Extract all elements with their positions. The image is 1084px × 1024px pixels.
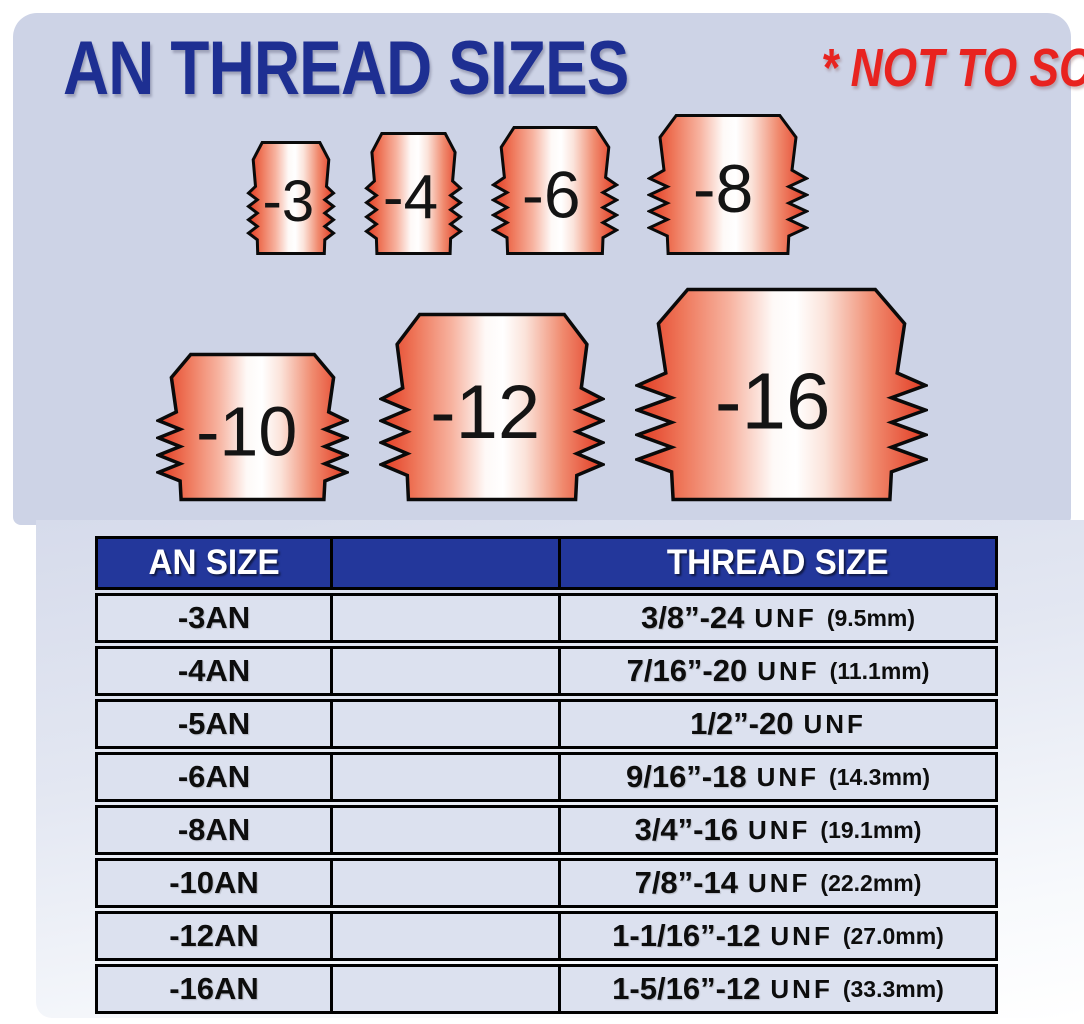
an-size-value: -4AN: [177, 653, 251, 688]
an-size-value: -5AN: [177, 706, 251, 741]
an-size-cell: -10AN: [98, 861, 330, 905]
spacer-cell: [330, 967, 558, 1011]
thread-size-value: 7/8”-14: [634, 865, 738, 900]
spacer-cell: [330, 914, 558, 958]
thread-standard-label: UNF: [803, 708, 866, 739]
fitting-body-shape: [156, 352, 349, 502]
table-row: -3AN 3/8”-24 UNF (9.5mm): [95, 593, 998, 643]
thread-standard-label: UNF: [747, 814, 811, 845]
thread-size-value: 1/2”-20: [690, 706, 794, 741]
fitting-body-shape: [245, 141, 336, 255]
fitting-size-label: -16: [715, 357, 831, 446]
page-title: AN THREAD SIZES: [63, 25, 629, 111]
fittings-row-large: -10 -12 -16: [0, 287, 1084, 502]
thread-metric-value: (9.5mm): [826, 604, 916, 631]
thread-size-cell: 1/2”-20 UNF: [558, 702, 995, 746]
an-size-cell: -16AN: [98, 967, 330, 1011]
table-row: -10AN 7/8”-14 UNF (22.2mm): [95, 858, 998, 908]
fittings-row-small: -3 -4 -6 -8: [0, 110, 1069, 256]
thread-metric-value: (27.0mm): [842, 922, 944, 949]
title-row: AN THREAD SIZES * NOT TO SCALE *: [13, 13, 1084, 113]
spacer-cell: [330, 755, 558, 799]
an-fitting-16: -16: [635, 287, 928, 502]
thread-size-value: 9/16”-18: [625, 759, 747, 794]
header-cell-spacer: [330, 539, 558, 587]
thread-size-value: 1-1/16”-12: [612, 918, 761, 953]
thread-standard-label: UNF: [770, 973, 833, 1004]
an-fitting-12: -12: [379, 312, 605, 502]
an-size-value: -10AN: [169, 865, 259, 900]
fitting-size-label: -8: [692, 151, 752, 227]
header-label: AN SIZE: [148, 543, 280, 582]
an-fitting-8: -8: [646, 114, 809, 255]
thread-size-cell: 3/8”-24 UNF (9.5mm): [558, 596, 995, 640]
thread-metric-value: (19.1mm): [820, 816, 922, 843]
table-row: -5AN 1/2”-20 UNF: [95, 699, 998, 749]
an-size-cell: -6AN: [98, 755, 330, 799]
spacer-cell: [330, 861, 558, 905]
thread-standard-label: UNF: [754, 602, 817, 633]
thread-standard-label: UNF: [756, 761, 820, 792]
fitting-body-shape: [379, 312, 605, 502]
an-size-value: -6AN: [177, 759, 251, 794]
table-body: -3AN 3/8”-24 UNF (9.5mm) -4AN 7/16”-20 UNF (11.…: [95, 593, 998, 1014]
fitting-body-shape: [646, 114, 809, 255]
thread-size-cell: 3/4”-16 UNF (19.1mm): [558, 808, 995, 852]
fitting-size-label: -4: [382, 163, 437, 232]
table-row: -8AN 3/4”-16 UNF (19.1mm): [95, 805, 998, 855]
fitting-size-label: -6: [521, 157, 580, 231]
an-fitting-3: -3: [245, 141, 336, 255]
header-label: THREAD SIZE: [667, 543, 889, 582]
thread-standard-label: UNF: [770, 920, 833, 951]
spacer-cell: [330, 649, 558, 693]
an-fitting-4: -4: [363, 132, 463, 255]
spacer-cell: [330, 808, 558, 852]
header-cell-thread-size: THREAD SIZE: [558, 539, 995, 587]
table-header-row: AN SIZE THREAD SIZE: [95, 536, 998, 590]
thread-standard-label: UNF: [757, 655, 820, 686]
thread-size-cell: 7/8”-14 UNF (22.2mm): [558, 861, 995, 905]
table-row: -12AN 1-1/16”-12 UNF (27.0mm): [95, 911, 998, 961]
thread-size-value: 7/16”-20: [626, 653, 748, 688]
an-fitting-6: -6: [490, 126, 619, 255]
thread-metric-value: (22.2mm): [820, 869, 922, 896]
thread-size-cell: 7/16”-20 UNF (11.1mm): [558, 649, 995, 693]
fitting-size-label: -3: [262, 169, 314, 234]
fitting-size-label: -12: [430, 370, 540, 455]
spacer-cell: [330, 702, 558, 746]
thread-standard-label: UNF: [747, 867, 811, 898]
an-size-cell: -3AN: [98, 596, 330, 640]
an-size-cell: -5AN: [98, 702, 330, 746]
fitting-size-label: -10: [196, 393, 297, 471]
thread-size-cell: 1-1/16”-12 UNF (27.0mm): [558, 914, 995, 958]
spacer-cell: [330, 596, 558, 640]
an-size-cell: -8AN: [98, 808, 330, 852]
an-size-table: AN SIZE THREAD SIZE -3AN 3/8”-24 UNF (9.5mm…: [95, 536, 998, 1014]
fitting-body-shape: [490, 126, 619, 255]
an-size-value: -3AN: [177, 600, 251, 635]
not-to-scale-note: * NOT TO SCALE *: [821, 38, 1084, 98]
table-row: -4AN 7/16”-20 UNF (11.1mm): [95, 646, 998, 696]
thread-metric-value: (11.1mm): [829, 657, 930, 684]
an-size-value: -8AN: [177, 812, 251, 847]
thread-size-value: 3/8”-24: [640, 600, 745, 635]
thread-metric-value: (33.3mm): [842, 975, 944, 1002]
an-size-cell: -4AN: [98, 649, 330, 693]
thread-size-value: 1-5/16”-12: [612, 971, 761, 1006]
thread-size-cell: 1-5/16”-12 UNF (33.3mm): [558, 967, 995, 1011]
an-size-value: -12AN: [169, 918, 259, 953]
table-row: -16AN 1-5/16”-12 UNF (33.3mm): [95, 964, 998, 1014]
an-size-value: -16AN: [169, 971, 259, 1006]
fitting-body-shape: [363, 132, 463, 255]
an-size-cell: -12AN: [98, 914, 330, 958]
thread-size-value: 3/4”-16: [634, 812, 738, 847]
thread-size-cell: 9/16”-18 UNF (14.3mm): [558, 755, 995, 799]
header-cell-an-size: AN SIZE: [98, 539, 330, 587]
fitting-body-shape: [635, 287, 928, 502]
thread-metric-value: (14.3mm): [829, 763, 931, 790]
table-row: -6AN 9/16”-18 UNF (14.3mm): [95, 752, 998, 802]
an-fitting-10: -10: [156, 352, 349, 502]
